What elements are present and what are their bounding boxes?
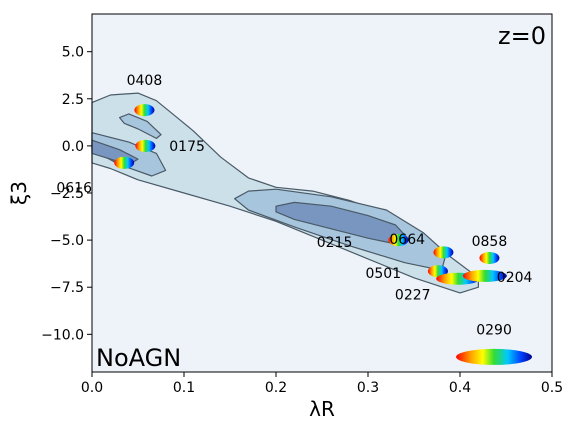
point-label-0290: 0290 [476,323,512,339]
point-0408 [134,104,155,117]
corner-label-redshift: z=0 [498,22,546,50]
y-tick-label: 2.5 [62,92,84,108]
point-0858 [479,252,500,265]
point-label-0616: 0616 [56,180,92,196]
point-0290 [456,348,533,365]
y-axis: 5.0 2.5 0.0 −2.5 −5.0 −7.5 −10.0 [41,45,92,343]
point-label-0227: 0227 [395,288,431,304]
point-label-0175: 0175 [169,139,205,155]
x-tick-label: 0.0 [81,380,103,396]
point-label-0215: 0215 [317,235,353,251]
point-0175 [135,139,156,152]
x-tick-label: 0.5 [541,380,563,396]
y-tick-label: −5.0 [50,233,84,249]
x-tick-label: 0.3 [357,380,379,396]
point-0204 [462,269,507,282]
y-tick-label: −2.5 [50,186,84,202]
x-axis: 0.0 0.1 0.2 0.3 0.4 0.5 [81,372,563,396]
point-0501 [427,265,448,278]
points-layer: 0408 0175 0616 0215 0664 0858 0501 0227 0204 0290 [56,73,533,365]
point-label-0664: 0664 [389,232,425,248]
point-label-0858: 0858 [472,234,508,250]
contour-middle-3 [119,113,162,139]
corner-label-model: NoAGN [96,344,181,372]
point-label-0501: 0501 [365,266,401,282]
x-tick-label: 0.1 [173,380,195,396]
point-label-0204: 0204 [497,270,533,286]
x-tick-label: 0.4 [449,380,471,396]
point-0664 [433,246,454,259]
y-tick-label: 5.0 [62,45,84,61]
y-axis-label: ξ3 [7,181,31,205]
y-tick-label: −10.0 [41,327,84,343]
x-tick-label: 0.2 [265,380,287,396]
y-tick-label: 0.0 [62,139,84,155]
point-0215 [388,234,409,247]
point-label-0408: 0408 [127,73,163,89]
point-0616 [114,156,135,169]
x-axis-label: λR [309,397,335,421]
y-tick-label: −7.5 [50,280,84,296]
